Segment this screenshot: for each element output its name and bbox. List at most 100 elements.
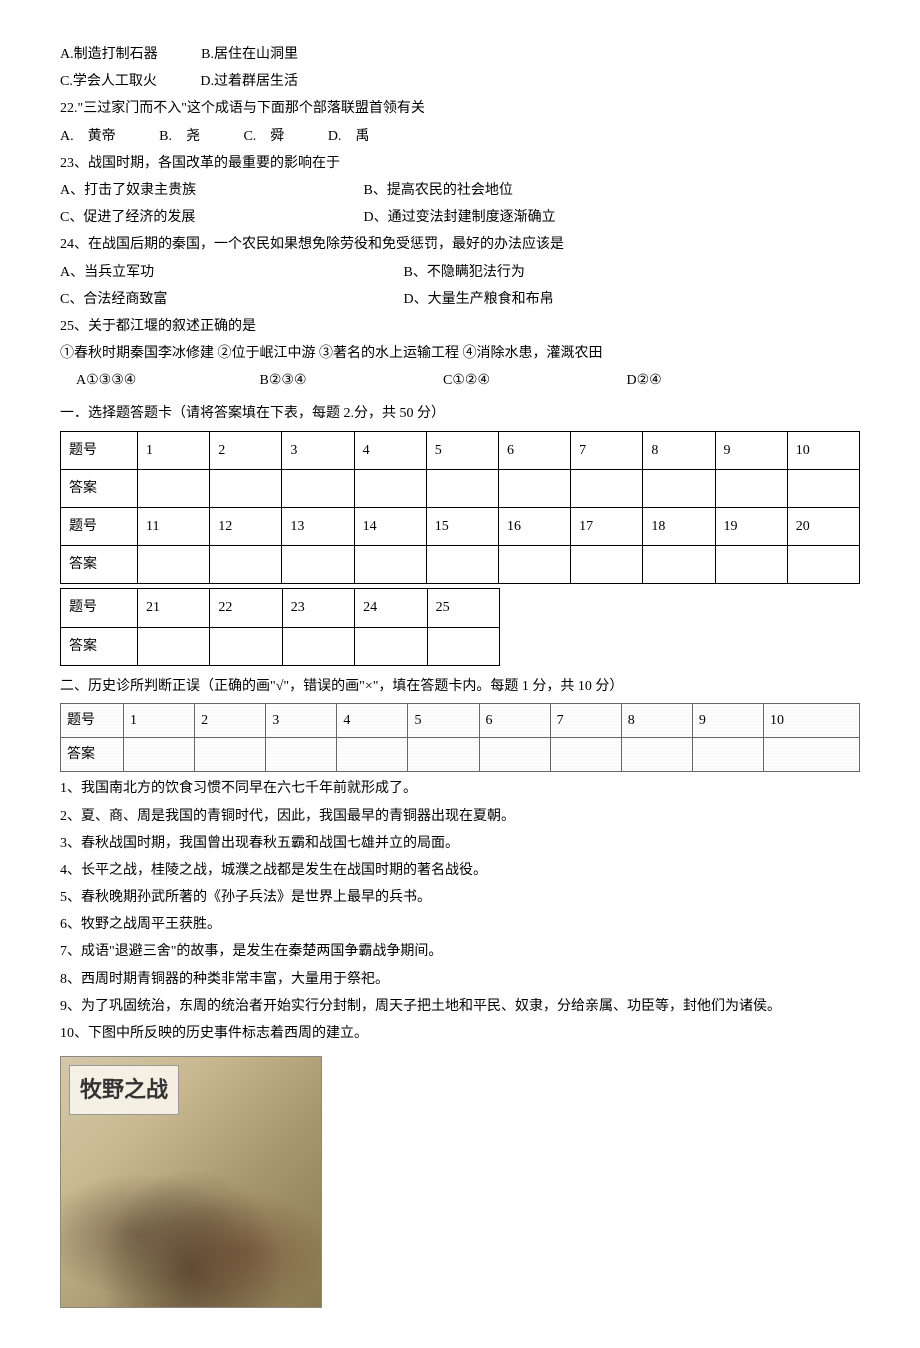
q23-stem: 23、战国时期，各国改革的最重要的影响在于 bbox=[60, 151, 860, 176]
answer-grid-1b: 题号 21 22 23 24 25 答案 bbox=[60, 588, 500, 665]
answer-cell[interactable] bbox=[498, 546, 570, 584]
cell-num: 8 bbox=[621, 703, 692, 737]
answer-cell[interactable] bbox=[210, 546, 282, 584]
row-label: 答案 bbox=[61, 627, 138, 665]
q25-subitems: ①春秋时期秦国李冰修建 ②位于岷江中游 ③著名的水上运输工程 ④消除水患，灌溉农… bbox=[60, 341, 860, 366]
answer-cell[interactable] bbox=[195, 738, 266, 772]
cell-num: 15 bbox=[426, 508, 498, 546]
cell-num: 25 bbox=[427, 589, 499, 627]
q21-opt-a: A.制造打制石器 bbox=[60, 42, 158, 67]
q24-opt-a: A、当兵立军功 bbox=[60, 260, 360, 285]
q24-options-row1: A、当兵立军功 B、不隐瞒犯法行为 bbox=[60, 260, 860, 285]
answer-cell[interactable] bbox=[282, 627, 354, 665]
answer-cell[interactable] bbox=[427, 627, 499, 665]
q21-opt-b: B.居住在山洞里 bbox=[201, 42, 298, 67]
answer-cell[interactable] bbox=[266, 738, 337, 772]
q22-stem: 22."三过家门而不入"这个成语与下面那个部落联盟首领有关 bbox=[60, 96, 860, 121]
answer-cell[interactable] bbox=[643, 546, 715, 584]
cell-num: 13 bbox=[282, 508, 354, 546]
tf-item-10: 10、下图中所反映的历史事件标志着西周的建立。 bbox=[60, 1021, 860, 1046]
answer-cell[interactable] bbox=[787, 469, 859, 507]
q23-opt-b: B、提高农民的社会地位 bbox=[364, 178, 513, 203]
q25-options: A①③③④ B②③④ C①②④ D②④ bbox=[60, 368, 860, 393]
q25-opt-d: D②④ bbox=[627, 368, 662, 393]
cell-num: 2 bbox=[195, 703, 266, 737]
q24-opt-c: C、合法经商致富 bbox=[60, 287, 360, 312]
q25-stem: 25、关于都江堰的叙述正确的是 bbox=[60, 314, 860, 339]
q22-opt-d: D. 禹 bbox=[328, 124, 370, 149]
table-row: 答案 bbox=[61, 469, 860, 507]
cell-num: 7 bbox=[571, 431, 643, 469]
q21-options-row2: C.学会人工取火 D.过着群居生活 bbox=[60, 69, 860, 94]
answer-cell[interactable] bbox=[282, 546, 354, 584]
tf-item-2: 2、夏、商、周是我国的青铜时代，因此，我国最早的青铜器出现在夏朝。 bbox=[60, 804, 860, 829]
answer-cell[interactable] bbox=[498, 469, 570, 507]
answer-cell[interactable] bbox=[354, 469, 426, 507]
row-label: 题号 bbox=[61, 508, 138, 546]
answer-cell[interactable] bbox=[715, 546, 787, 584]
image-caption: 牧野之战 bbox=[69, 1065, 179, 1115]
answer-cell[interactable] bbox=[355, 627, 427, 665]
answer-cell[interactable] bbox=[138, 546, 210, 584]
q21-opt-c: C.学会人工取火 bbox=[60, 69, 157, 94]
q25-opt-b: B②③④ bbox=[260, 368, 400, 393]
section2-title: 二、历史诊所判断正误（正确的画"√"，错误的画"×"，填在答题卡内。每题 1 分… bbox=[60, 674, 860, 699]
cell-num: 8 bbox=[643, 431, 715, 469]
table-row: 答案 bbox=[61, 738, 860, 772]
cell-num: 6 bbox=[479, 703, 550, 737]
tf-item-3: 3、春秋战国时期，我国曾出现春秋五霸和战国七雄并立的局面。 bbox=[60, 831, 860, 856]
answer-cell[interactable] bbox=[337, 738, 408, 772]
q25-opt-a: A①③③④ bbox=[76, 368, 216, 393]
q23-options-row2: C、促进了经济的发展 D、通过变法封建制度逐渐确立 bbox=[60, 205, 860, 230]
q23-options-row1: A、打击了奴隶主贵族 B、提高农民的社会地位 bbox=[60, 178, 860, 203]
cell-num: 22 bbox=[210, 589, 282, 627]
answer-cell[interactable] bbox=[426, 546, 498, 584]
answer-cell[interactable] bbox=[354, 546, 426, 584]
cell-num: 10 bbox=[787, 431, 859, 469]
q24-opt-d: D、大量生产粮食和布帛 bbox=[404, 287, 554, 312]
table-row: 题号 1 2 3 4 5 6 7 8 9 10 bbox=[61, 431, 860, 469]
answer-cell[interactable] bbox=[408, 738, 479, 772]
answer-cell[interactable] bbox=[621, 738, 692, 772]
q22-opt-c: C. 舜 bbox=[243, 124, 284, 149]
cell-num: 18 bbox=[643, 508, 715, 546]
table-row: 答案 bbox=[61, 546, 860, 584]
q22-opt-a: A. 黄帝 bbox=[60, 124, 116, 149]
answer-cell[interactable] bbox=[210, 469, 282, 507]
answer-cell[interactable] bbox=[124, 738, 195, 772]
cell-num: 2 bbox=[210, 431, 282, 469]
cell-num: 5 bbox=[408, 703, 479, 737]
cell-num: 5 bbox=[426, 431, 498, 469]
section1-title: 一．选择题答题卡（请将答案填在下表，每题 2.分，共 50 分） bbox=[60, 401, 860, 426]
answer-cell[interactable] bbox=[571, 546, 643, 584]
tf-item-4: 4、长平之战，桂陵之战，城濮之战都是发生在战国时期的著名战役。 bbox=[60, 858, 860, 883]
table-row: 题号 21 22 23 24 25 bbox=[61, 589, 500, 627]
table-row: 题号 11 12 13 14 15 16 17 18 19 20 bbox=[61, 508, 860, 546]
table-row: 答案 bbox=[61, 627, 500, 665]
cell-num: 11 bbox=[138, 508, 210, 546]
answer-cell[interactable] bbox=[282, 469, 354, 507]
row-label: 答案 bbox=[61, 546, 138, 584]
answer-cell[interactable] bbox=[426, 469, 498, 507]
tf-answer-grid: 题号 1 2 3 4 5 6 7 8 9 10 答案 bbox=[60, 703, 860, 772]
cell-num: 23 bbox=[282, 589, 354, 627]
answer-cell[interactable] bbox=[643, 469, 715, 507]
answer-cell[interactable] bbox=[138, 627, 210, 665]
answer-cell[interactable] bbox=[763, 738, 859, 772]
answer-cell[interactable] bbox=[692, 738, 763, 772]
answer-cell[interactable] bbox=[715, 469, 787, 507]
answer-cell[interactable] bbox=[787, 546, 859, 584]
cell-num: 4 bbox=[337, 703, 408, 737]
q23-opt-c: C、促进了经济的发展 bbox=[60, 205, 320, 230]
answer-cell[interactable] bbox=[550, 738, 621, 772]
q24-stem: 24、在战国后期的秦国，一个农民如果想免除劳役和免受惩罚，最好的办法应该是 bbox=[60, 232, 860, 257]
answer-cell[interactable] bbox=[479, 738, 550, 772]
answer-cell[interactable] bbox=[571, 469, 643, 507]
tf-item-9: 9、为了巩固统治，东周的统治者开始实行分封制，周天子把土地和平民、奴隶，分给亲属… bbox=[60, 994, 860, 1019]
answer-cell[interactable] bbox=[138, 469, 210, 507]
cell-num: 7 bbox=[550, 703, 621, 737]
table-row: 题号 1 2 3 4 5 6 7 8 9 10 bbox=[61, 703, 860, 737]
answer-cell[interactable] bbox=[210, 627, 282, 665]
cell-num: 10 bbox=[763, 703, 859, 737]
tf-item-5: 5、春秋晚期孙武所著的《孙子兵法》是世界上最早的兵书。 bbox=[60, 885, 860, 910]
